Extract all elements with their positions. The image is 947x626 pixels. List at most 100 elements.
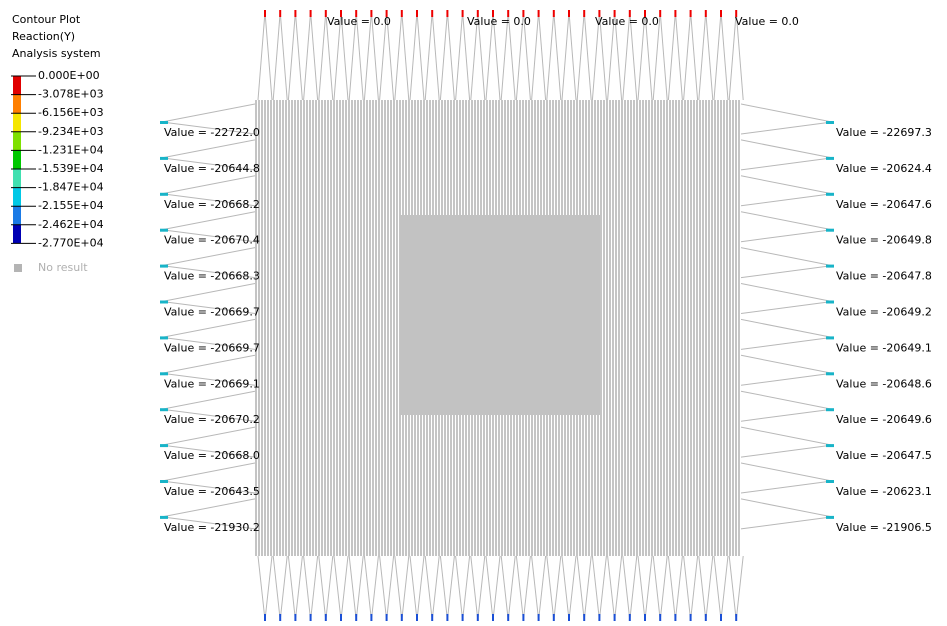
wire bbox=[311, 556, 318, 620]
pin bbox=[826, 301, 834, 304]
wire bbox=[440, 12, 447, 100]
legend-level: 0.000E+00 bbox=[38, 69, 100, 82]
pin bbox=[462, 10, 464, 17]
pin bbox=[522, 614, 524, 621]
no-result-label: No result bbox=[38, 261, 88, 274]
pin bbox=[598, 614, 600, 621]
left-value-label: Value = -20668.2 bbox=[164, 198, 260, 211]
wire bbox=[741, 463, 832, 481]
pin bbox=[160, 301, 168, 304]
left-value-label: Value = -20670.4 bbox=[164, 234, 260, 247]
legend-level: -2.770E+04 bbox=[38, 236, 104, 249]
wire bbox=[258, 12, 265, 100]
legend-level: -1.231E+04 bbox=[38, 143, 104, 156]
legend-band bbox=[13, 225, 21, 244]
wire bbox=[615, 556, 622, 620]
pin bbox=[160, 516, 168, 519]
wire bbox=[273, 556, 280, 620]
wire bbox=[478, 556, 485, 620]
legend-band bbox=[13, 188, 21, 207]
wire bbox=[741, 248, 832, 266]
pin bbox=[538, 614, 540, 621]
left-value-label: Value = -20669.1 bbox=[164, 377, 260, 390]
wire bbox=[660, 556, 667, 620]
right-value-label: Value = -22697.3 bbox=[836, 126, 932, 139]
wire bbox=[706, 12, 713, 100]
wire bbox=[547, 556, 554, 620]
wire bbox=[584, 556, 591, 620]
wire bbox=[645, 556, 652, 620]
wire bbox=[402, 12, 409, 100]
wire bbox=[162, 140, 255, 158]
pin bbox=[279, 614, 281, 621]
legend-level: -1.847E+04 bbox=[38, 181, 104, 194]
legend-level: -3.078E+03 bbox=[38, 88, 104, 101]
wire bbox=[569, 556, 576, 620]
pin bbox=[325, 614, 327, 621]
wire bbox=[304, 12, 311, 100]
wire bbox=[395, 12, 402, 100]
wire bbox=[447, 556, 454, 620]
wire bbox=[741, 337, 832, 349]
wire bbox=[741, 194, 832, 206]
wire bbox=[741, 319, 832, 337]
wire bbox=[334, 556, 341, 620]
wire bbox=[660, 12, 667, 100]
legend-title: Reaction(Y) bbox=[12, 30, 75, 43]
wire bbox=[741, 409, 832, 421]
wire bbox=[417, 12, 424, 100]
wire bbox=[288, 556, 295, 620]
wire bbox=[699, 12, 706, 100]
legend-band bbox=[13, 150, 21, 169]
wire bbox=[319, 12, 326, 100]
wire bbox=[402, 556, 409, 620]
wire bbox=[741, 445, 832, 457]
no-result-swatch bbox=[14, 264, 22, 272]
wire bbox=[714, 556, 721, 620]
wire bbox=[668, 12, 675, 100]
pin bbox=[462, 614, 464, 621]
wire bbox=[162, 427, 255, 445]
pin bbox=[644, 614, 646, 621]
pin bbox=[720, 614, 722, 621]
pin bbox=[160, 444, 168, 447]
wire bbox=[741, 176, 832, 194]
pin bbox=[160, 265, 168, 268]
pin bbox=[659, 10, 661, 17]
legend-level: -2.155E+04 bbox=[38, 199, 104, 212]
left-value-label: Value = -21930.2 bbox=[164, 521, 260, 534]
pin bbox=[705, 10, 707, 17]
pin bbox=[355, 614, 357, 621]
left-value-label: Value = -20644.8 bbox=[164, 162, 260, 175]
wire bbox=[539, 556, 546, 620]
legend-band bbox=[13, 206, 21, 225]
wire bbox=[162, 319, 255, 337]
pin bbox=[160, 229, 168, 232]
wire bbox=[380, 556, 387, 620]
wire bbox=[258, 556, 265, 620]
wire bbox=[162, 176, 255, 194]
wire bbox=[523, 556, 530, 620]
wire bbox=[288, 12, 295, 100]
pin bbox=[401, 10, 403, 17]
wire bbox=[562, 12, 569, 100]
pin bbox=[160, 336, 168, 339]
wire bbox=[265, 556, 272, 620]
wire bbox=[162, 355, 255, 373]
pin bbox=[826, 336, 834, 339]
wire bbox=[447, 12, 454, 100]
wire bbox=[584, 12, 591, 100]
wire bbox=[741, 158, 832, 170]
pin bbox=[446, 614, 448, 621]
left-value-label: Value = -20643.5 bbox=[164, 485, 260, 498]
pin bbox=[826, 157, 834, 160]
wire bbox=[425, 12, 432, 100]
wire bbox=[623, 556, 630, 620]
right-value-label: Value = -21906.5 bbox=[836, 521, 932, 534]
wire bbox=[569, 12, 576, 100]
wire bbox=[432, 12, 439, 100]
wire bbox=[516, 556, 523, 620]
wire bbox=[364, 556, 371, 620]
pin bbox=[826, 121, 834, 124]
pin bbox=[340, 614, 342, 621]
